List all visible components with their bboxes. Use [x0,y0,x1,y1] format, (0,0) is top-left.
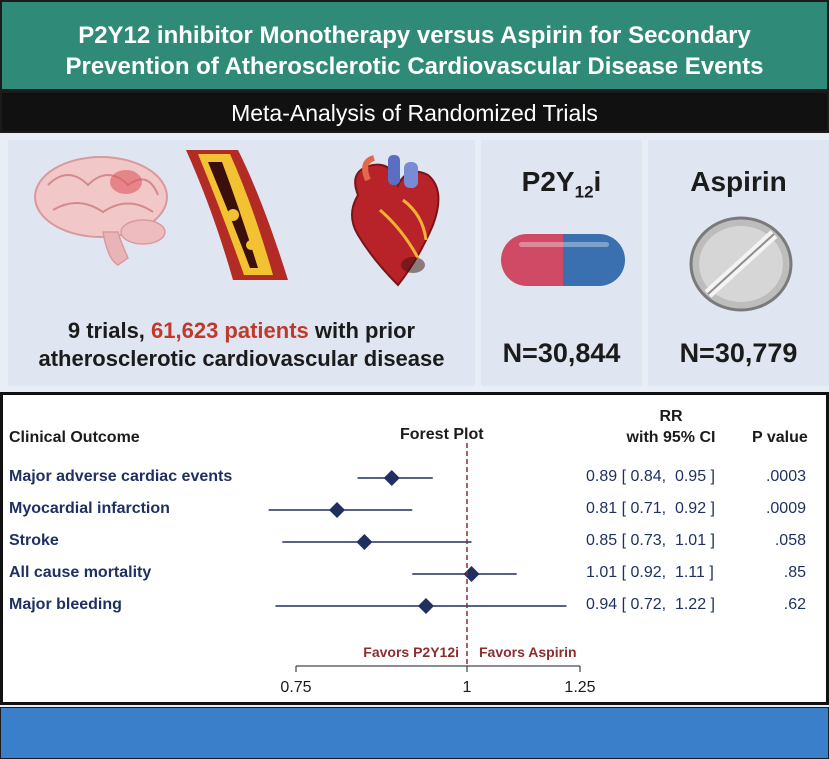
population-panel: 9 trials, 61,623 patients with prior ath… [8,140,475,386]
rr-ci-value: 0.85 [ 0.73, 1.01 ] [586,532,715,549]
p2y12-n: N=30,844 [502,338,621,368]
x-tick-label: 1 [463,679,472,696]
p2y12-label-sub: 12 [574,182,594,202]
p-value: .62 [783,596,806,613]
p-value: .85 [783,564,806,581]
title-banner: P2Y12 inhibitor Monotherapy versus Aspir… [0,0,829,91]
forest-plot-table: Clinical Outcome Forest Plot RR with 95%… [0,392,829,705]
rr-ci-value: 1.01 [ 0.92, 1.11 ] [586,564,714,581]
heart-icon [351,155,440,287]
footer-bar [0,707,829,759]
p2y12-label-main: P2Y [521,166,575,197]
p-value: .0003 [765,468,806,485]
p2y12-panel: P2Y12i N=30,844 [481,140,642,386]
x-tick-label: 1.25 [564,679,595,696]
rr-point [356,534,373,550]
artery-icon [186,150,288,280]
rr-point [383,470,400,486]
header-rr: RR [659,408,683,425]
outcome-label: Major adverse cardiac events [9,468,233,485]
aspirin-label: Aspirin [690,166,787,197]
x-tick-label: 0.75 [280,679,311,696]
title-line-1: P2Y12 inhibitor Monotherapy versus Aspir… [78,22,751,49]
title-line-2: Prevention of Atherosclerotic Cardiovasc… [65,53,764,80]
p2y12-label-end: i [593,166,602,197]
tablet-icon [689,216,793,312]
p2y12-label: P2Y12i [481,166,642,203]
summary-rest: with prior [308,318,416,343]
subtitle: Meta-Analysis of Randomized Trials [231,100,598,126]
p-value: .0009 [765,500,806,517]
favors-aspirin-label: Favors Aspirin [479,644,577,660]
rr-ci-value: 0.89 [ 0.84, 0.95 ] [586,468,715,485]
header-forest-plot: Forest Plot [400,426,484,443]
p-value: .058 [774,532,806,549]
header-p-value: P value [752,429,808,446]
brain-icon [34,156,168,266]
rr-point [463,566,480,582]
rr-ci-value: 0.81 [ 0.71, 0.92 ] [586,500,715,517]
forest-plot: 0.75 1 1.25 Favors P2Y12i Favors Aspirin [268,443,596,696]
aspirin-n: N=30,779 [679,338,798,368]
header-clinical-outcome: Clinical Outcome [9,429,140,446]
rr-point [329,502,346,518]
outcome-label: Myocardial infarction [9,500,170,517]
header-rr-ci: with 95% CI [626,429,716,446]
favors-p2y12i-label: Favors P2Y12i [363,644,459,660]
capsule-icon [501,234,625,286]
outcome-label: Major bleeding [9,596,122,613]
summary-line-2: atherosclerotic cardiovascular disease [38,346,445,371]
subtitle-bar: Meta-Analysis of Randomized Trials [0,91,829,133]
organ-illustrations [34,150,440,287]
aspirin-panel: Aspirin N=30,779 [648,140,829,386]
summary-trials: 9 trials, [67,318,152,343]
summary-line-1: 9 trials, 61,623 patients with prior [8,318,475,344]
rr-ci-value: 0.94 [ 0.72, 1.22 ] [586,596,715,613]
rr-point [417,598,434,614]
outcome-label: Stroke [9,532,59,549]
outcome-label: All cause mortality [9,564,152,581]
summary-patients: 61,623 patients [151,318,309,343]
